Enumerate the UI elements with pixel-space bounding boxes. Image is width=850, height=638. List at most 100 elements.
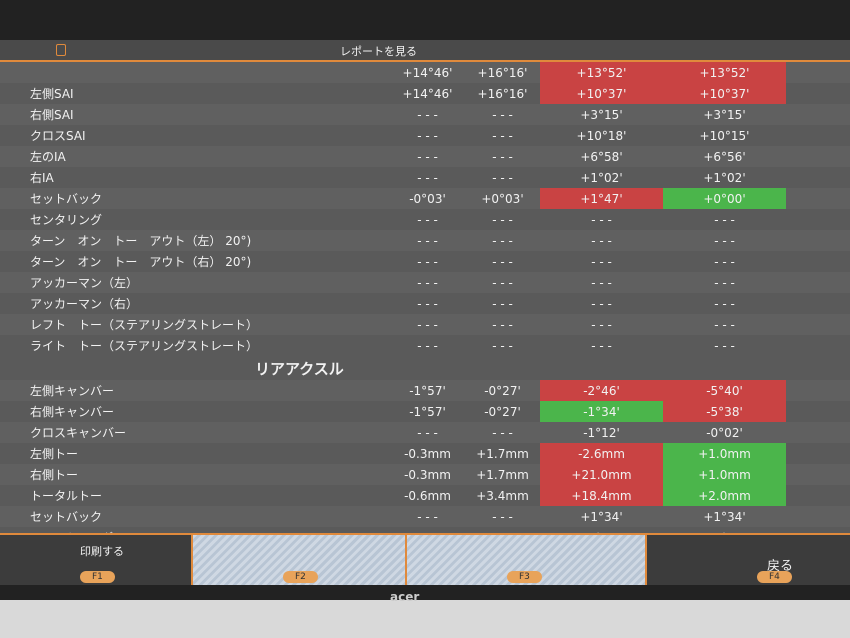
f4-key-badge: F4 xyxy=(757,571,792,583)
spec-max: -0°27' xyxy=(484,404,521,419)
measurement-label: レフト トー（ステアリングストレート） xyxy=(30,318,259,332)
spec-max: - - - xyxy=(492,425,513,440)
measurement-label: アッカーマン（左） xyxy=(30,276,139,290)
measured-after: +1°34' xyxy=(703,509,746,524)
measured-after: +10°37' xyxy=(663,83,786,104)
measurement-label: 右側トー xyxy=(30,468,79,482)
measured-before: -1°34' xyxy=(540,401,663,422)
measured-after: +1.0mm xyxy=(663,443,786,464)
spec-max: +1.7mm xyxy=(476,467,529,482)
monitor-logo: acer xyxy=(390,590,420,604)
measurement-label: アッカーマン（右） xyxy=(30,297,139,311)
measurement-label: ターン オン トー アウト（右） 20°) xyxy=(30,255,252,269)
measured-before: +21.0mm xyxy=(540,464,663,485)
spec-min: - - - xyxy=(417,170,438,185)
back-button[interactable]: 戻る F4 xyxy=(647,535,850,585)
table-row: 左側キャンバー -1°57' -0°27' -2°46' -5°40' xyxy=(0,380,850,401)
table-row: クロスキャンバー - - - - - - -1°12' -0°02' xyxy=(0,422,850,443)
table-row: +14°46' +16°16' +13°52' +13°52' xyxy=(0,62,850,83)
spec-min: - - - xyxy=(417,233,438,248)
measurement-label: 左のIA xyxy=(30,150,66,164)
spec-min: - - - xyxy=(417,149,438,164)
measurement-label: クロスSAI xyxy=(30,129,86,143)
spec-max: - - - xyxy=(492,233,513,248)
spec-min: +14°46' xyxy=(402,86,453,101)
measurement-label: 右側SAI xyxy=(30,108,74,122)
measured-before: +6°58' xyxy=(580,149,623,164)
spec-max: - - - xyxy=(492,170,513,185)
table-row: センタリング - - - - - - - - - - - - xyxy=(0,209,850,230)
tab-view-report[interactable]: レポートを見る xyxy=(340,45,417,58)
print-button[interactable]: 印刷する F1 xyxy=(0,535,193,585)
spec-max: - - - xyxy=(492,254,513,269)
table-row: ターン オン トー アウト（左） 20°) - - - - - - - - - - - … xyxy=(0,230,850,251)
spec-max: - - - xyxy=(492,107,513,122)
spec-max: +16°16' xyxy=(477,65,528,80)
alignment-report-screen: レポートを見る +14°46' +16°16' +13°52' +13°52' 左側SA… xyxy=(0,40,850,585)
measured-before: +13°52' xyxy=(540,62,663,83)
measurement-label: 左側SAI xyxy=(30,87,74,101)
spec-max: +1.7mm xyxy=(476,446,529,461)
spec-min: -1°57' xyxy=(409,404,446,419)
table-row: セットバック - - - - - - +1°34' +1°34' xyxy=(0,506,850,527)
measured-before: - - - xyxy=(591,317,612,332)
spec-min: -0.6mm xyxy=(404,488,451,503)
measured-after: - - - xyxy=(714,296,735,311)
rear-axle-table: 左側キャンバー -1°57' -0°27' -2°46' -5°40' 右側キャンバー -1… xyxy=(0,380,850,548)
spec-min: - - - xyxy=(417,338,438,353)
spec-min: -0°03' xyxy=(409,191,446,206)
document-icon[interactable] xyxy=(56,44,66,56)
table-row: アッカーマン（右） - - - - - - - - - - - - xyxy=(0,293,850,314)
table-row: 右IA - - - - - - +1°02' +1°02' xyxy=(0,167,850,188)
spec-min: - - - xyxy=(417,128,438,143)
spec-max: +3.4mm xyxy=(476,488,529,503)
measured-after: - - - xyxy=(714,254,735,269)
spec-min: - - - xyxy=(417,254,438,269)
measured-before: +1°47' xyxy=(540,188,663,209)
spec-min: +14°46' xyxy=(402,65,453,80)
measurement-label: 右側キャンバー xyxy=(30,405,115,419)
front-axle-table: +14°46' +16°16' +13°52' +13°52' 左側SAI +14°46'… xyxy=(0,62,850,356)
function-key-bar: 印刷する F1 F2 F3 戻る F4 xyxy=(0,533,850,585)
measured-after: +6°56' xyxy=(703,149,746,164)
measurement-label: 左側トー xyxy=(30,447,79,461)
measured-before: -1°12' xyxy=(583,425,620,440)
spec-max: +16°16' xyxy=(477,86,528,101)
measured-before: +1°34' xyxy=(580,509,623,524)
measured-before: -2.6mm xyxy=(540,443,663,464)
measured-before: +10°37' xyxy=(540,83,663,104)
spec-max: +0°03' xyxy=(481,191,524,206)
measured-after: +3°15' xyxy=(703,107,746,122)
table-row: ターン オン トー アウト（右） 20°) - - - - - - - - - - - … xyxy=(0,251,850,272)
table-row: セットバック -0°03' +0°03' +1°47' +0°00' xyxy=(0,188,850,209)
measured-before: -2°46' xyxy=(540,380,663,401)
spec-min: - - - xyxy=(417,509,438,524)
spec-max: -0°27' xyxy=(484,383,521,398)
spec-min: - - - xyxy=(417,275,438,290)
f2-key-badge: F2 xyxy=(283,571,318,583)
measured-after: - - - xyxy=(714,338,735,353)
table-row: 左側SAI +14°46' +16°16' +10°37' +10°37' xyxy=(0,83,850,104)
measurement-label: クロスキャンバー xyxy=(30,426,127,440)
measurement-label: 右IA xyxy=(30,171,54,185)
table-row: 右側トー -0.3mm +1.7mm +21.0mm +1.0mm xyxy=(0,464,850,485)
measured-before: - - - xyxy=(591,296,612,311)
measured-before: +1°02' xyxy=(580,170,623,185)
measurement-label: ライト トー（ステアリングストレート） xyxy=(30,339,259,353)
measured-before: - - - xyxy=(591,254,612,269)
f2-button[interactable]: F2 xyxy=(193,535,407,585)
spec-min: - - - xyxy=(417,212,438,227)
measurement-label: トータルトー xyxy=(30,489,103,503)
measured-after: - - - xyxy=(714,317,735,332)
f3-button[interactable]: F3 xyxy=(407,535,647,585)
measured-after: -5°38' xyxy=(663,401,786,422)
measurement-label: セットバック xyxy=(30,192,103,206)
measured-before: +10°18' xyxy=(576,128,627,143)
measured-after: +13°52' xyxy=(663,62,786,83)
measurement-label: センタリング xyxy=(30,213,103,227)
measurement-label: セットバック xyxy=(30,510,103,524)
spec-min: -1°57' xyxy=(409,383,446,398)
measured-before: - - - xyxy=(591,212,612,227)
spec-min: - - - xyxy=(417,425,438,440)
table-row: 左側トー -0.3mm +1.7mm -2.6mm +1.0mm xyxy=(0,443,850,464)
